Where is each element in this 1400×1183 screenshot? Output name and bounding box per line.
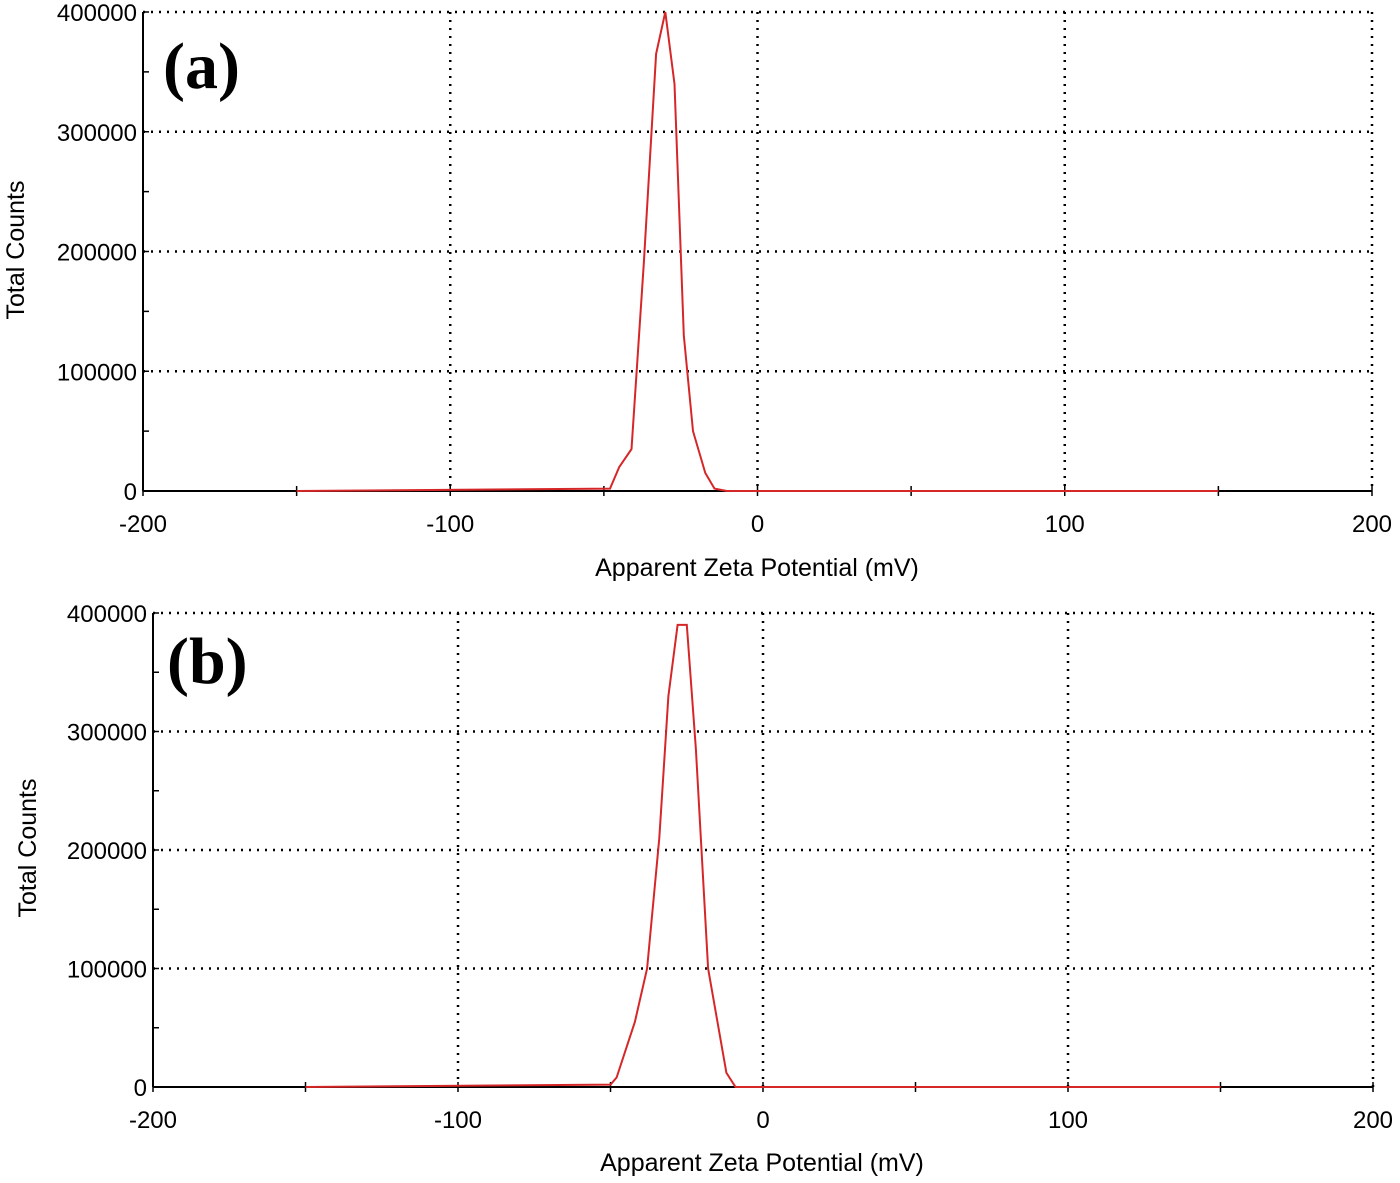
x-axis-title: Apparent Zeta Potential (mV) [595,554,919,582]
y-tick-label: 0 [124,479,137,506]
y-tick-labels: 0 100000 200000 300000 400000 [57,0,137,506]
x-tick-label: -200 [119,511,167,538]
y-tick-label: 400000 [67,601,147,628]
x-tick-label: -100 [434,1107,482,1134]
y-tick-label: 0 [134,1075,147,1102]
y-axis-title: Total Counts [2,181,30,320]
chart-panel-a: -200 -100 0 100 200 0 100000 200000 300000 40000… [2,0,1392,582]
x-axis-title: Apparent Zeta Potential (mV) [600,1149,924,1177]
y-axis-title: Total Counts [14,779,42,918]
x-tick-label: 100 [1048,1107,1088,1134]
x-tick-label: -200 [129,1107,177,1134]
plot-area [305,623,1221,1088]
x-tick-label: 0 [756,1107,769,1134]
y-tick-label: 200000 [57,240,137,267]
panel-label: (a) [163,30,240,103]
y-tick-label: 100000 [67,957,147,984]
x-tick-labels: -200 -100 0 100 200 [129,1107,1393,1134]
plot-area [296,11,1219,492]
panel-label: (b) [167,625,248,698]
y-tick-label: 300000 [57,120,137,147]
grid [153,611,1375,1087]
x-tick-label: 0 [751,511,764,538]
x-tick-labels: -200 -100 0 100 200 [119,511,1392,538]
y-tick-labels: 0 100000 200000 300000 400000 [67,601,147,1102]
series-line [305,623,1221,1088]
y-tick-label: 200000 [67,838,147,865]
x-tick-label: -100 [426,511,474,538]
grid [143,10,1374,491]
x-tick-label: 100 [1045,511,1085,538]
x-tick-label: 200 [1352,511,1392,538]
axes [152,612,1374,1092]
y-tick-label: 100000 [57,359,137,386]
y-tick-label: 300000 [67,720,147,747]
series-line [296,11,1219,492]
chart-panel-b: -200 -100 0 100 200 0 100000 200000 300000 40000… [14,601,1393,1177]
x-tick-label: 200 [1353,1107,1393,1134]
y-tick-label: 400000 [57,0,137,27]
